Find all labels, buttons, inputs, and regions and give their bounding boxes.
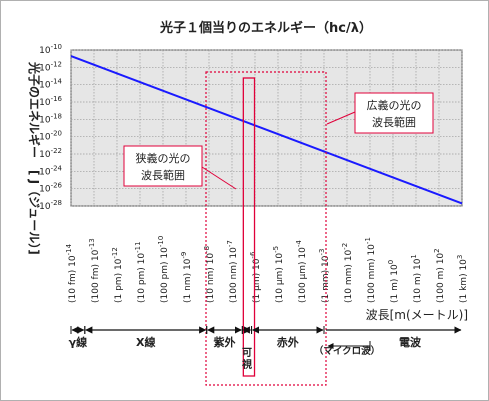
band-label: 可 xyxy=(242,347,252,359)
y-tick-label: 10-18 xyxy=(39,112,62,125)
series-line xyxy=(70,55,463,205)
x-tick-label: (100 mm) 10-1 xyxy=(364,237,377,303)
narrow-range-callout-box xyxy=(123,145,203,187)
y-axis-label: 光子のエネルギー [ J（ジュール）] xyxy=(27,61,42,255)
band-label: γ線 xyxy=(69,335,88,349)
band-label: 赤外 xyxy=(277,335,299,349)
x-tick-label: (100 nm) 10-7 xyxy=(226,240,239,303)
energy-line xyxy=(70,55,463,205)
broad-range-callout-box xyxy=(354,92,434,134)
broad-range-callout-text: 波長範囲 xyxy=(372,115,416,129)
x-tick-label: (1 km) 103 xyxy=(456,255,469,303)
y-tick-label: 10-22 xyxy=(39,147,62,160)
narrow-callout-leader xyxy=(201,166,237,190)
y-tick-label: 10-20 xyxy=(39,130,62,143)
band-label: 紫外 xyxy=(214,335,236,349)
y-tick-label: 10-16 xyxy=(39,95,62,108)
y-tick-labels: 10-10 10-12 10-14 10-16 10-18 10-20 10-22 10-24… xyxy=(39,43,62,212)
x-tick-label: (100 pm) 10-10 xyxy=(157,236,170,303)
y-tick-label: 10-10 xyxy=(39,43,62,56)
y-axis-label-text: 光子のエネルギー [ J（ジュール）] xyxy=(27,61,42,255)
x-tick-label: (10 pm) 10-11 xyxy=(134,241,147,303)
y-tick-label: 10-24 xyxy=(39,164,62,177)
broad-callout-leader xyxy=(326,111,356,125)
band-label: 電波 xyxy=(399,335,422,349)
broad-range-callout-text: 広義の光の xyxy=(367,98,422,112)
narrow-light-range-box xyxy=(242,77,256,377)
x-axis-label: 波長[m(メートル)] xyxy=(366,308,468,322)
x-tick-label: (10 m) 101 xyxy=(410,254,423,303)
x-tick-label: (1 nm) 10-9 xyxy=(180,252,193,303)
x-tick-label: (10 fm) 10-14 xyxy=(65,243,78,303)
x-tick-label: (1 m) 100 xyxy=(387,260,400,303)
x-tick-label: (100 fm) 10-13 xyxy=(88,238,101,303)
x-tick-label: (1 pm) 10-12 xyxy=(111,247,124,303)
broad-light-range-box xyxy=(205,71,327,386)
y-tick-label: 10-14 xyxy=(39,78,62,91)
narrow-range-callout-text: 狭義の光の xyxy=(136,151,191,165)
x-tick-label: (10 nm) 10-8 xyxy=(203,246,216,303)
x-tick-label: (1 μm) 10-6 xyxy=(249,251,262,303)
y-tick-label: 10-28 xyxy=(39,199,62,212)
band-label: 視 xyxy=(241,358,252,371)
narrow-range-callout-text: 波長範囲 xyxy=(141,168,185,182)
x-tick-label: (10 μm) 10-5 xyxy=(272,246,285,303)
band-label: X線 xyxy=(136,335,155,349)
chart-title: 光子１個当りのエネルギー（hc/λ） xyxy=(159,20,372,36)
y-tick-label: 10-12 xyxy=(39,60,62,73)
x-tick-label: (10 mm) 10-2 xyxy=(341,243,354,303)
x-tick-label: (100 μm) 10-4 xyxy=(295,240,308,303)
x-tick-label: (1 mm) 10-3 xyxy=(318,249,331,303)
x-tick-labels: (10 fm) 10-14 (100 fm) 10-13 (1 pm) 10-12 (… xyxy=(65,236,469,303)
x-tick-label: (100 m) 102 xyxy=(433,248,446,303)
y-tick-label: 10-26 xyxy=(39,182,62,195)
band-label: （マイクロ波） xyxy=(314,345,380,357)
